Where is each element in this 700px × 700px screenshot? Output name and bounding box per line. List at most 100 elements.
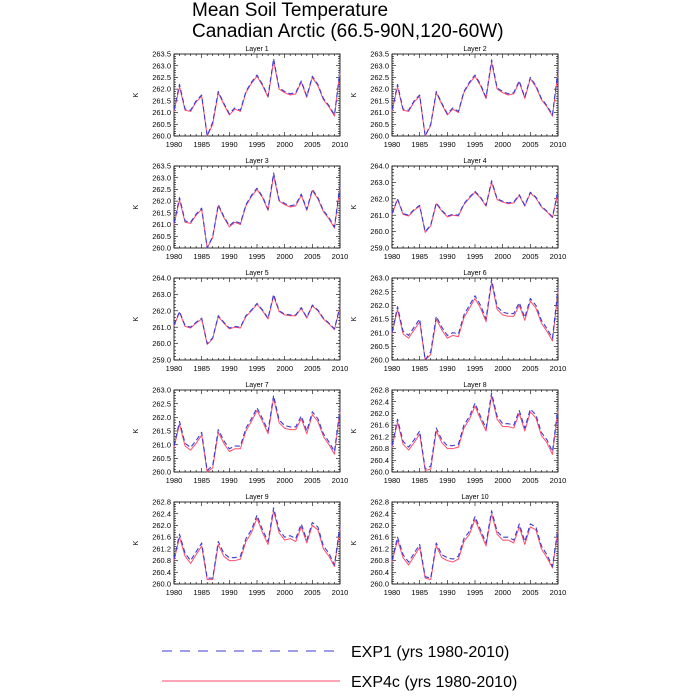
y-tick-label: 259.0 <box>152 356 171 365</box>
y-tick-label: 260.4 <box>152 568 171 577</box>
y-tick-label: 261.5 <box>370 315 389 324</box>
y-tick-label: 261.0 <box>152 220 171 229</box>
x-tick-label: 1985 <box>411 140 428 149</box>
x-tick-label: 1995 <box>249 476 266 485</box>
panel-title: Layer 10 <box>461 494 488 501</box>
y-tick-label: 262.0 <box>152 197 171 206</box>
y-tick-label: 261.0 <box>152 108 171 117</box>
x-tick-label: 1995 <box>249 588 266 597</box>
y-tick-label: 260.0 <box>152 468 171 477</box>
y-tick-label: 260.5 <box>370 120 389 129</box>
y-tick-label: 260.5 <box>370 342 389 351</box>
y-tick-label: 260.8 <box>370 556 389 565</box>
y-tick-label: 260.0 <box>152 132 171 141</box>
x-tick-label: 2010 <box>332 140 349 149</box>
panel-title: Layer 8 <box>463 382 486 389</box>
panel-title: Layer 3 <box>245 158 268 165</box>
y-tick-label: 263.0 <box>152 61 171 70</box>
y-tick-label: 261.5 <box>152 96 171 105</box>
x-tick-label: 1995 <box>467 252 484 261</box>
y-tick-label: 261.0 <box>152 323 171 332</box>
y-tick-label: 262.0 <box>370 194 389 203</box>
y-axis-label: K <box>351 428 358 433</box>
y-tick-label: 264.0 <box>152 274 171 283</box>
y-tick-label: 262.0 <box>370 521 389 530</box>
x-tick-label: 1980 <box>384 364 401 373</box>
y-tick-label: 262.8 <box>370 498 389 507</box>
y-tick-label: 261.0 <box>370 108 389 117</box>
x-tick-label: 1985 <box>193 588 210 597</box>
series-line-exp1 <box>391 278 559 361</box>
y-tick-label: 260.0 <box>370 132 389 141</box>
series-line-exp1 <box>391 510 559 579</box>
y-tick-label: 262.0 <box>152 85 171 94</box>
figure-title: Mean Soil Temperature Canadian Arctic (6… <box>192 0 504 42</box>
y-tick-label: 260.0 <box>152 580 171 589</box>
y-tick-label: 262.0 <box>370 301 389 310</box>
y-tick-label: 263.0 <box>370 178 389 187</box>
x-tick-label: 1985 <box>411 588 428 597</box>
x-tick-label: 1990 <box>439 252 456 261</box>
y-tick-label: 263.0 <box>370 274 389 283</box>
y-tick-label: 261.2 <box>152 544 171 553</box>
panel-title: Layer 2 <box>463 46 486 53</box>
y-tick-label: 263.5 <box>152 162 171 171</box>
x-tick-label: 1995 <box>249 252 266 261</box>
panel-title: Layer 1 <box>245 46 268 53</box>
x-tick-label: 2010 <box>550 252 567 261</box>
y-axis-label: K <box>133 540 140 545</box>
x-tick-label: 1980 <box>384 252 401 261</box>
x-tick-label: 2005 <box>522 588 539 597</box>
x-tick-label: 2005 <box>522 364 539 373</box>
x-tick-label: 1990 <box>439 140 456 149</box>
y-tick-label: 262.5 <box>152 185 171 194</box>
series-line-exp1 <box>173 507 341 579</box>
panel-layer-6: Layer 6 K 1980 1985 1990 1995 2000 2005 2010 260.… <box>351 270 566 373</box>
x-tick-label: 2000 <box>494 588 511 597</box>
x-tick-label: 1985 <box>193 140 210 149</box>
y-tick-label: 263.5 <box>370 50 389 59</box>
panel-title: Layer 7 <box>245 382 268 389</box>
series-line-exp1 <box>173 394 341 472</box>
x-tick-label: 1990 <box>221 364 238 373</box>
y-tick-label: 261.0 <box>152 440 171 449</box>
panel-layer-7: Layer 7 K 1980 1985 1990 1995 2000 2005 2010 260.… <box>133 382 348 485</box>
x-tick-label: 2005 <box>522 476 539 485</box>
x-tick-label: 1995 <box>249 364 266 373</box>
x-tick-label: 1985 <box>411 364 428 373</box>
x-tick-label: 2005 <box>304 476 321 485</box>
x-tick-label: 1980 <box>166 588 183 597</box>
x-tick-label: 2005 <box>522 252 539 261</box>
x-tick-label: 2000 <box>494 364 511 373</box>
x-tick-label: 2010 <box>332 476 349 485</box>
x-tick-label: 1995 <box>467 364 484 373</box>
x-tick-label: 1980 <box>166 252 183 261</box>
y-axis-label: K <box>133 92 140 97</box>
x-tick-label: 1980 <box>166 140 183 149</box>
series-line-exp1 <box>391 180 559 233</box>
x-tick-label: 1980 <box>166 364 183 373</box>
x-tick-label: 2000 <box>276 476 293 485</box>
x-tick-label: 1990 <box>221 140 238 149</box>
x-tick-label: 1995 <box>467 588 484 597</box>
x-tick-label: 2000 <box>494 252 511 261</box>
x-tick-label: 1990 <box>221 476 238 485</box>
panel-layer-2: Layer 2 K 1980 1985 1990 1995 2000 2005 2010 260.… <box>351 46 566 149</box>
x-tick-label: 1985 <box>193 364 210 373</box>
x-tick-label: 2010 <box>550 476 567 485</box>
y-tick-label: 260.0 <box>152 244 171 253</box>
y-tick-label: 262.0 <box>152 413 171 422</box>
y-tick-label: 260.4 <box>370 568 389 577</box>
x-tick-label: 1995 <box>467 476 484 485</box>
x-tick-label: 2000 <box>276 252 293 261</box>
x-tick-label: 1990 <box>221 588 238 597</box>
x-tick-label: 2010 <box>332 364 349 373</box>
y-tick-label: 259.0 <box>370 244 389 253</box>
y-tick-label: 261.0 <box>370 328 389 337</box>
y-tick-label: 262.4 <box>370 509 389 518</box>
x-tick-label: 2005 <box>522 140 539 149</box>
y-tick-label: 262.5 <box>152 399 171 408</box>
y-tick-label: 261.6 <box>152 533 171 542</box>
